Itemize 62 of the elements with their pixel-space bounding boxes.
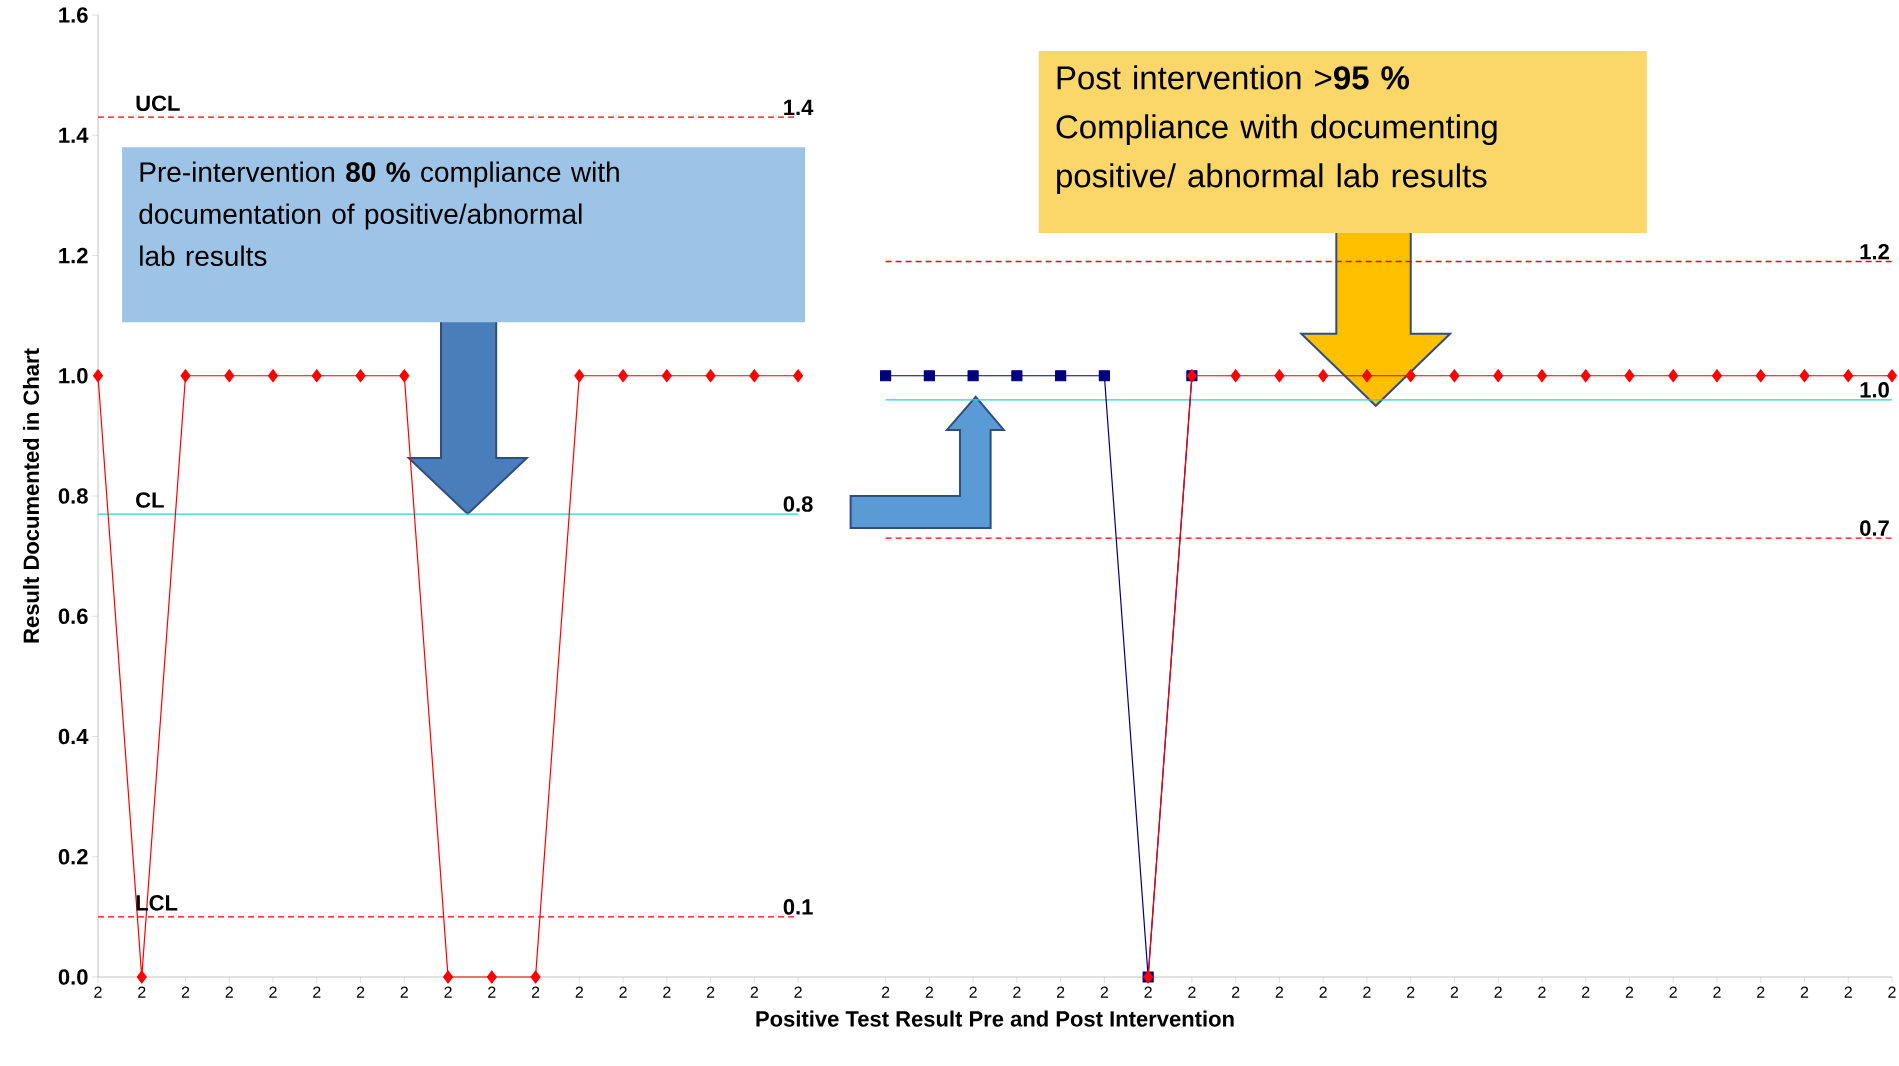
- y-tick-label: 1.6: [59, 7, 88, 23]
- x-tick-label: 2: [1800, 986, 1809, 998]
- x-tick-label: 2: [1275, 986, 1284, 998]
- x-tick-label: 2: [1319, 986, 1327, 998]
- x-tick-label: 2: [313, 986, 321, 998]
- x-tick-label: 2: [1013, 986, 1021, 998]
- x-tick-label: 2: [1669, 986, 1677, 998]
- y-tick-label: 1.2: [59, 247, 88, 264]
- x-tick-label: 2: [269, 986, 277, 998]
- x-tick-label: 2: [750, 986, 758, 998]
- x-tick-label: 2: [1144, 986, 1152, 998]
- x-tick-label: 2: [94, 986, 102, 998]
- x-axis-title: Positive Test Result Pre and Post Intervention: [756, 1010, 1234, 1027]
- y-tick-label: 0.8: [58, 488, 88, 504]
- x-tick-label: 2: [1232, 986, 1240, 998]
- x-tick-label: 2: [1625, 986, 1634, 998]
- x-tick-label: 2: [925, 986, 933, 998]
- ref-line-label: 0.1: [783, 899, 813, 915]
- x-tick-label: 2: [619, 986, 627, 998]
- ref-line-label: 1.0: [1860, 382, 1889, 398]
- y-tick-label: 0.6: [58, 608, 88, 625]
- x-tick-label: 2: [488, 986, 496, 998]
- x-tick-label: 2: [444, 986, 452, 998]
- x-tick-label: 2: [881, 986, 890, 998]
- x-tick-label: 2: [1538, 986, 1546, 998]
- y-tick-label: 1.4: [59, 127, 89, 143]
- x-tick-label: 2: [1757, 986, 1765, 998]
- x-tick-label: 2: [969, 986, 977, 998]
- x-tick-label: 2: [794, 986, 802, 998]
- x-tick-label: 2: [400, 986, 408, 998]
- y-tick-label: 0.4: [58, 728, 89, 745]
- y-tick-label: 0.0: [58, 969, 88, 985]
- x-tick-label: 2: [1494, 986, 1502, 998]
- annotation: Post intervention >95 % Compliance with documenting positive/ abnormal lab results: [1056, 65, 1497, 195]
- x-tick-label: 2: [1844, 986, 1852, 998]
- y-tick-label: 1.0: [59, 367, 88, 384]
- x-tick-label: 2: [1713, 986, 1721, 998]
- ref-line-label: 0.8: [783, 496, 813, 512]
- x-tick-label: 2: [1056, 986, 1065, 998]
- y-tick-label: 0.2: [58, 848, 88, 865]
- ref-line-label: 0.7: [1860, 520, 1889, 536]
- annotation: Pre-intervention 80 % compliance with documentation of positive/abnormal lab results: [139, 161, 619, 267]
- x-tick-label: 2: [1100, 986, 1109, 998]
- annotation: UCL: [136, 95, 180, 112]
- y-axis-title: Result Documented in Chart: [22, 348, 40, 643]
- x-tick-label: 2: [531, 986, 540, 998]
- x-tick-label: 2: [1407, 986, 1415, 998]
- x-tick-label: 2: [1582, 986, 1590, 998]
- x-tick-label: 2: [138, 986, 146, 998]
- x-tick-label: 2: [1363, 986, 1371, 998]
- x-tick-label: 2: [356, 986, 365, 998]
- annotation: CL: [136, 492, 164, 508]
- x-tick-label: 2: [181, 986, 190, 998]
- ref-line-label: 1.2: [1860, 243, 1889, 260]
- x-tick-label: 2: [663, 986, 671, 998]
- x-tick-label: 2: [1450, 986, 1459, 998]
- x-tick-label: 2: [1188, 986, 1196, 998]
- x-tick-label: 2: [575, 986, 583, 998]
- x-tick-label: 2: [706, 986, 715, 998]
- x-tick-label: 2: [1888, 986, 1896, 998]
- x-tick-label: 2: [225, 986, 233, 998]
- ref-line-label: 1.4: [784, 99, 814, 115]
